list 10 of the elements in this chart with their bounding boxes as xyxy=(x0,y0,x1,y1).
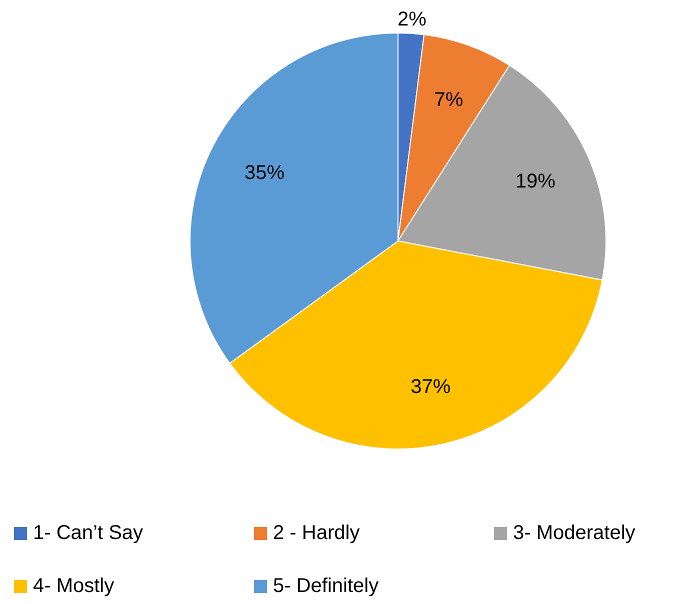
data-label: 37% xyxy=(410,376,451,398)
data-label: 19% xyxy=(515,170,556,193)
data-label: 7% xyxy=(434,89,464,112)
legend-label: 3- Moderately xyxy=(513,522,636,545)
data-label: 35% xyxy=(244,162,285,184)
legend-label: 4- Mostly xyxy=(33,575,114,598)
legend-label: 1- Can’t Say xyxy=(33,522,144,545)
legend-label: 5- Definitely xyxy=(273,575,379,598)
data-label: 2% xyxy=(397,8,427,30)
legend-label: 2 - Hardly xyxy=(273,522,360,545)
